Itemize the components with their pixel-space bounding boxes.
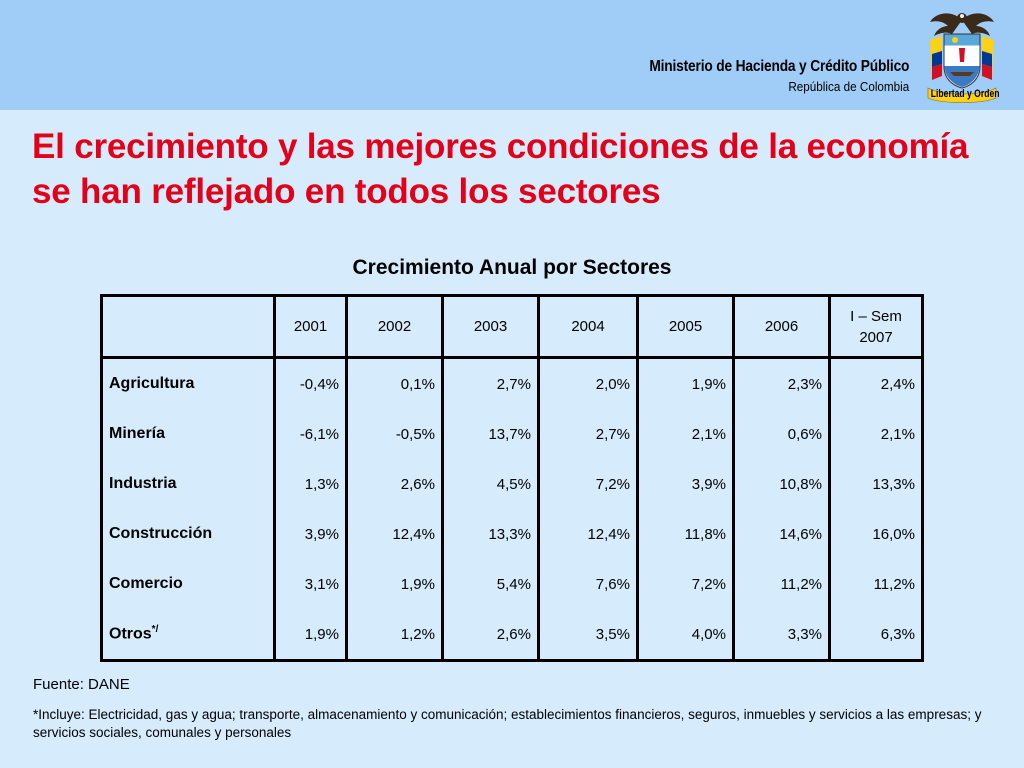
country-name: República de Colombia: [788, 79, 909, 94]
column-header-2003: 2003: [441, 294, 540, 359]
table-row: Comercio 3,1% 1,9% 5,4% 7,6% 7,2% 11,2% …: [100, 559, 924, 609]
value-cell: 0,6%: [732, 409, 831, 459]
value-cell: 3,9%: [273, 509, 348, 559]
sector-label: Minería: [100, 409, 276, 459]
footnote-text: *Incluye: Electricidad, gas y agua; tran…: [33, 707, 982, 740]
table-title: Crecimiento Anual por Sectores: [352, 256, 672, 279]
value-cell: 3,9%: [636, 459, 735, 509]
table-header-row: 2001 2002 2003 2004 2005 2006 I – Sem 20…: [100, 294, 924, 359]
value-cell: 12,4%: [537, 509, 639, 559]
value-cell: -0,4%: [273, 357, 348, 409]
value-cell: 6,3%: [828, 609, 924, 662]
value-cell: 12,4%: [345, 509, 444, 559]
table-row: Industria 1,3% 2,6% 4,5% 7,2% 3,9% 10,8%…: [100, 459, 924, 509]
value-cell: 4,0%: [636, 609, 735, 662]
column-header-2002: 2002: [345, 294, 444, 359]
value-cell: 2,6%: [345, 459, 444, 509]
source-note: Fuente: DANE: [33, 676, 130, 693]
value-cell: -6,1%: [273, 409, 348, 459]
value-cell: 13,7%: [441, 409, 540, 459]
value-cell: 11,2%: [828, 559, 924, 609]
table-row: Otros*/ 1,9% 1,2% 2,6% 3,5% 4,0% 3,3% 6,…: [100, 609, 924, 662]
value-cell: 2,1%: [828, 409, 924, 459]
sector-label: Industria: [100, 459, 276, 509]
value-cell: 1,3%: [273, 459, 348, 509]
sector-label: Agricultura: [100, 357, 276, 409]
value-cell: 2,7%: [441, 357, 540, 409]
table-row: Agricultura -0,4% 0,1% 2,7% 2,0% 1,9% 2,…: [100, 357, 924, 409]
sector-label: Otros*/: [100, 609, 276, 662]
value-cell: 1,2%: [345, 609, 444, 662]
column-header-empty: [100, 294, 276, 359]
value-cell: 2,3%: [732, 357, 831, 409]
column-header-2005: 2005: [636, 294, 735, 359]
value-cell: 0,1%: [345, 357, 444, 409]
column-header-2004: 2004: [537, 294, 639, 359]
column-header-i-sem-2007: I – Sem 2007: [828, 294, 924, 359]
value-cell: 11,8%: [636, 509, 735, 559]
value-cell: 7,6%: [537, 559, 639, 609]
value-cell: 4,5%: [441, 459, 540, 509]
value-cell: 1,9%: [636, 357, 735, 409]
value-cell: 2,4%: [828, 357, 924, 409]
slide-title: El crecimiento y las mejores condiciones…: [32, 127, 969, 211]
ministry-block: Ministerio de Hacienda y Crédito Público…: [607, 58, 909, 94]
value-cell: 13,3%: [828, 459, 924, 509]
value-cell: 5,4%: [441, 559, 540, 609]
column-header-2006: 2006: [732, 294, 831, 359]
sector-label: Comercio: [100, 559, 276, 609]
value-cell: -0,5%: [345, 409, 444, 459]
value-cell: 14,6%: [732, 509, 831, 559]
ministry-name: Ministerio de Hacienda y Crédito Público: [649, 58, 909, 75]
header-bar: Ministerio de Hacienda y Crédito Público…: [0, 0, 1024, 110]
value-cell: 1,9%: [345, 559, 444, 609]
value-cell: 3,1%: [273, 559, 348, 609]
value-cell: 7,2%: [537, 459, 639, 509]
value-cell: 7,2%: [636, 559, 735, 609]
value-cell: 2,6%: [441, 609, 540, 662]
emblem-motto: Libertad y Orden: [930, 88, 1000, 100]
value-cell: 13,3%: [441, 509, 540, 559]
value-cell: 2,7%: [537, 409, 639, 459]
value-cell: 3,5%: [537, 609, 639, 662]
value-cell: 11,2%: [732, 559, 831, 609]
table-row: Construcción 3,9% 12,4% 13,3% 12,4% 11,8…: [100, 509, 924, 559]
growth-table: 2001 2002 2003 2004 2005 2006 I – Sem 20…: [100, 294, 924, 662]
value-cell: 1,9%: [273, 609, 348, 662]
column-header-2001: 2001: [273, 294, 348, 359]
footnote-marker: */: [151, 624, 159, 636]
value-cell: 10,8%: [732, 459, 831, 509]
table-row: Minería -6,1% -0,5% 13,7% 2,7% 2,1% 0,6%…: [100, 409, 924, 459]
value-cell: 3,3%: [732, 609, 831, 662]
sector-label: Construcción: [100, 509, 276, 559]
colombia-coat-of-arms-icon: [927, 13, 997, 103]
value-cell: 2,1%: [636, 409, 735, 459]
value-cell: 2,0%: [537, 357, 639, 409]
value-cell: 16,0%: [828, 509, 924, 559]
